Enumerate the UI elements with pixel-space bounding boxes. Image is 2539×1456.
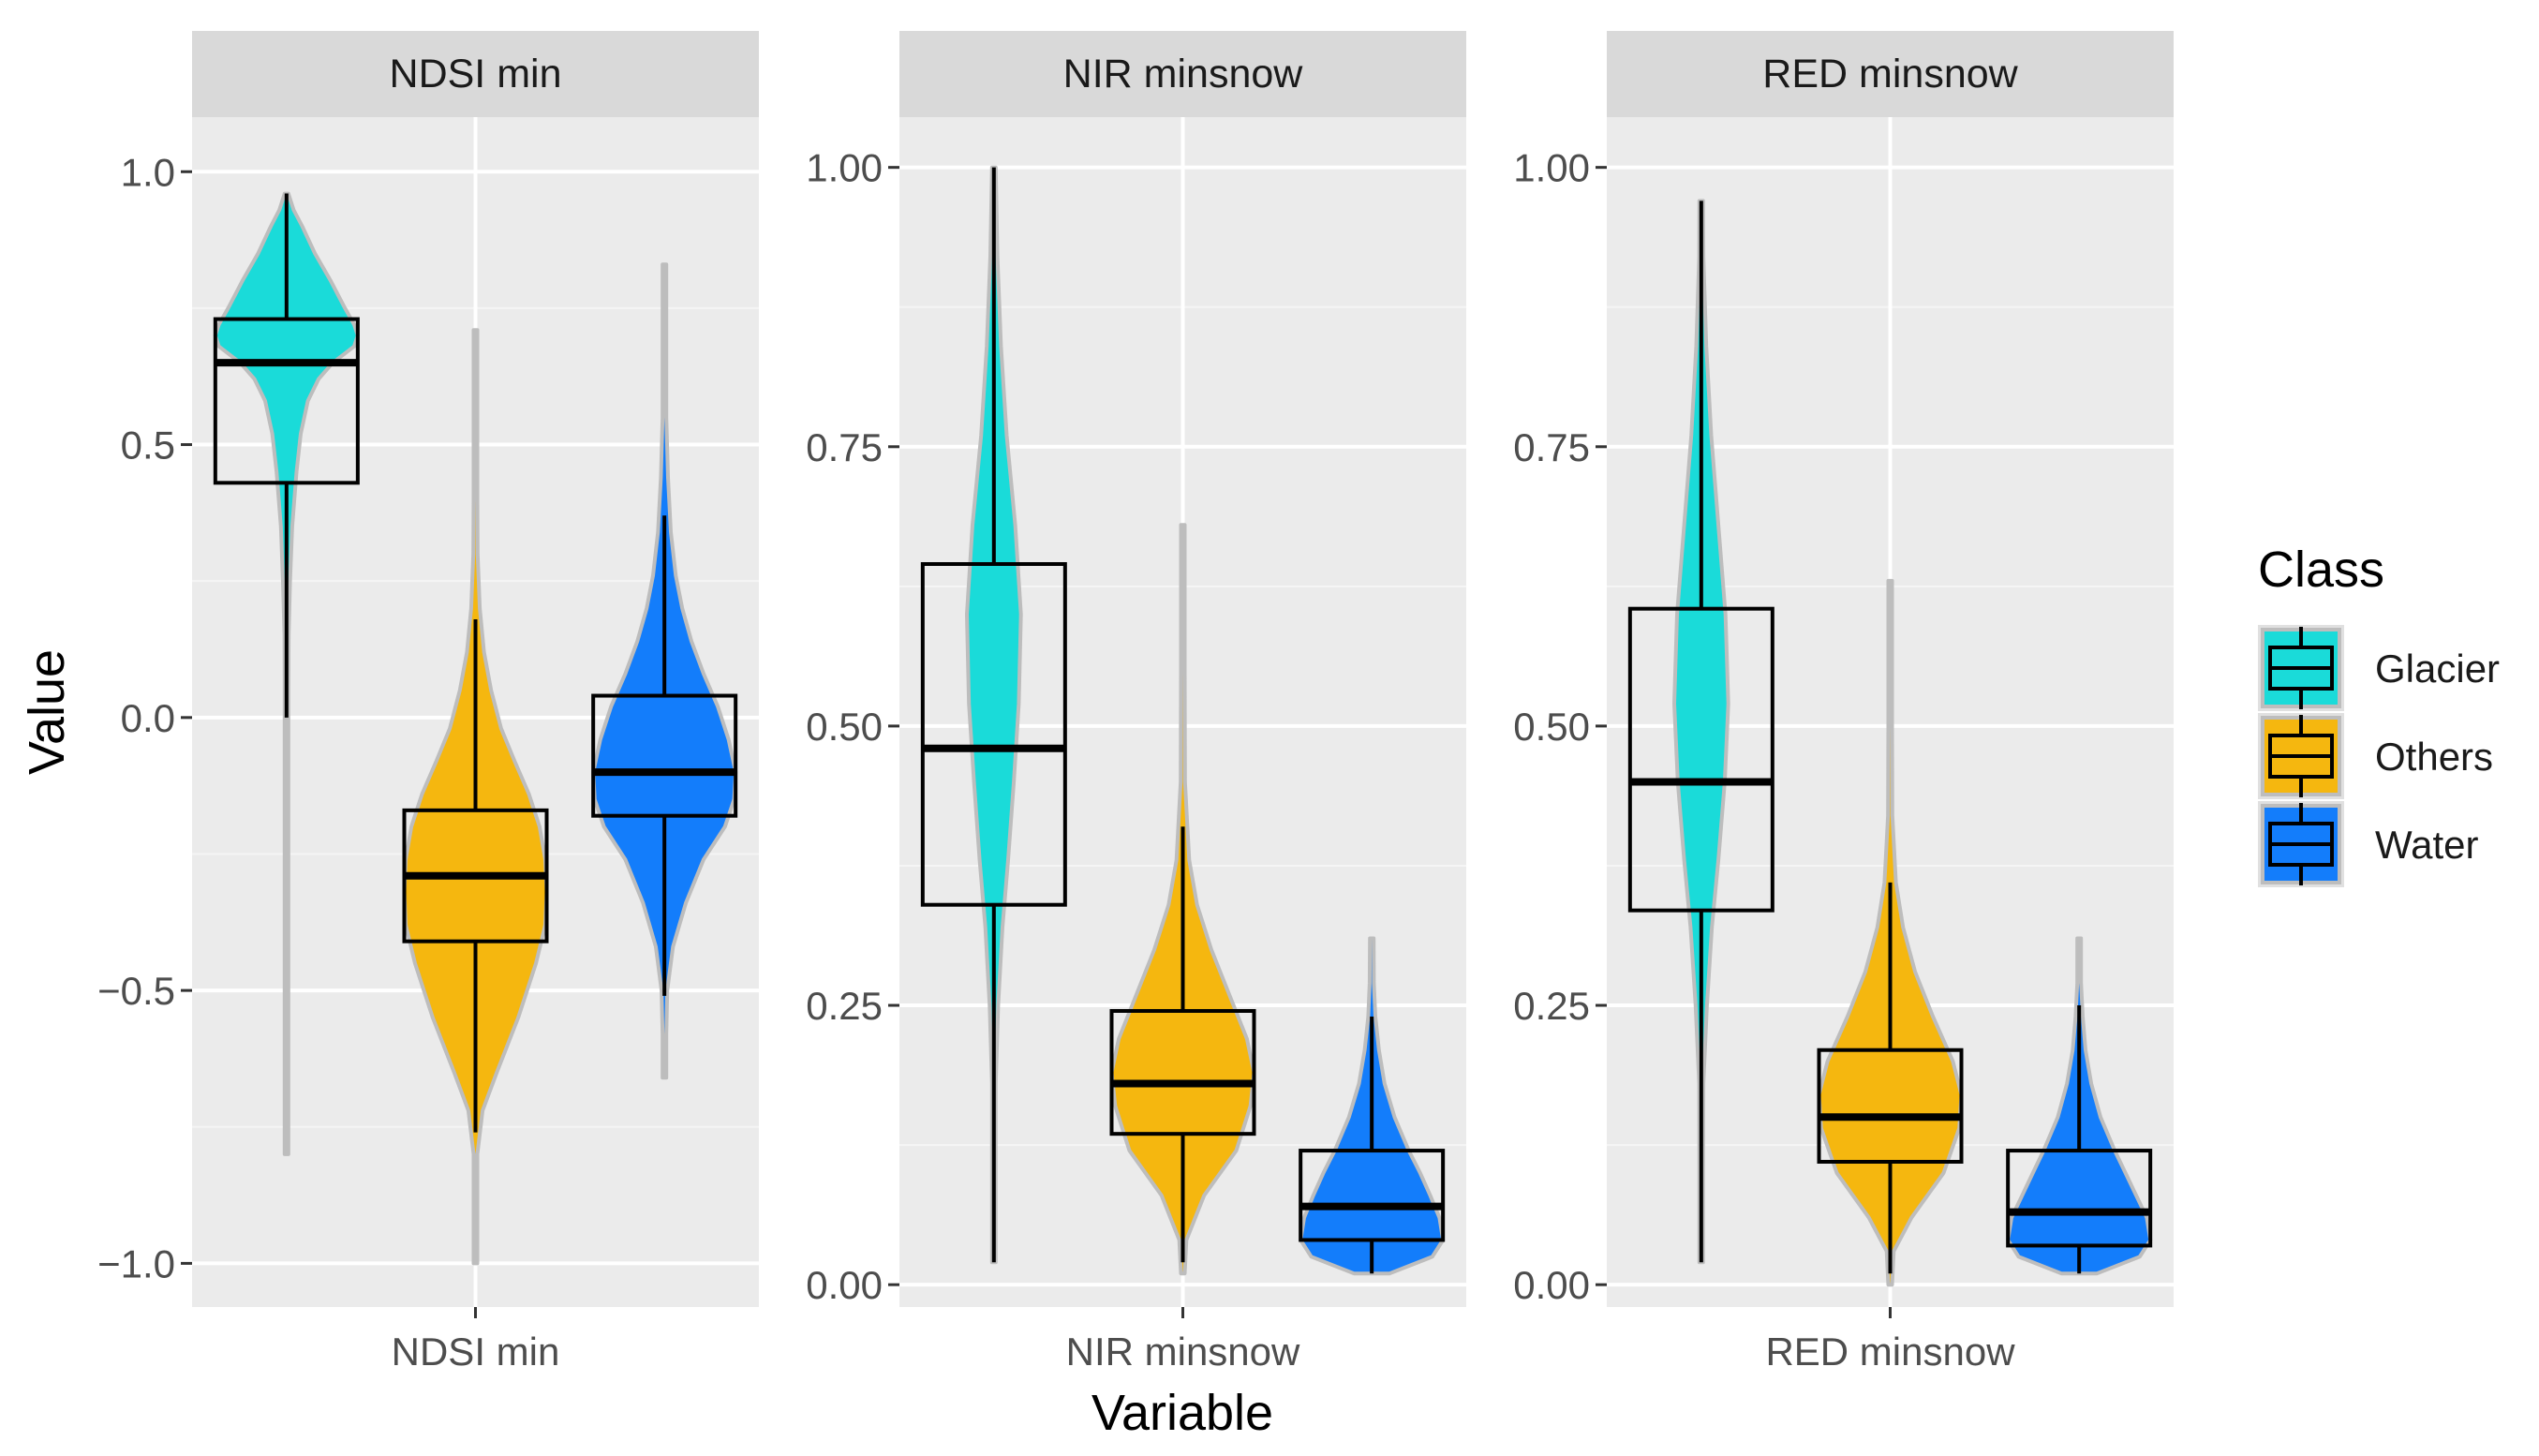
y-tick-label: 1.00	[1513, 146, 1590, 190]
series-others	[402, 328, 549, 1266]
y-axis-title: Value	[19, 649, 75, 775]
facet-strip-label: NDSI min	[390, 52, 562, 97]
facet-strip-label: NIR minsnow	[1063, 52, 1304, 97]
y-tick-label: 0.25	[806, 984, 883, 1028]
box-water	[2006, 1149, 2153, 1248]
y-tick-label: −1.0	[97, 1241, 175, 1285]
violin-glacier	[965, 165, 1023, 1265]
box-others	[1109, 1008, 1256, 1137]
box-others	[1817, 1047, 1964, 1164]
y-tick-label: 0.25	[1513, 984, 1590, 1028]
y-tick-label: 0.00	[1513, 1263, 1590, 1307]
series-glacier	[1627, 199, 1774, 1265]
box-water	[1299, 1149, 1446, 1242]
series-water	[591, 262, 738, 1080]
y-tick-label: 0.00	[806, 1263, 883, 1307]
legend: Class Glacier Others Water	[2258, 542, 2500, 887]
box-glacier	[1627, 606, 1774, 913]
box-glacier	[920, 561, 1067, 907]
series-water	[1299, 936, 1446, 1276]
facet-panels: NDSI min −1.0 −0.5 0.0 0.5 1.0 NDSI min NIR min…	[97, 31, 2174, 1374]
facet-panel-2: NIR minsnow 0.00 0.25 0.50 0.75 1.00 NIR minsn…	[806, 31, 1466, 1374]
y-tick-label: 1.0	[121, 150, 175, 194]
facet-strip	[1607, 31, 2174, 117]
legend-label: Others	[2375, 735, 2493, 779]
legend-label: Water	[2375, 823, 2478, 867]
y-tick-label: 0.75	[1513, 425, 1590, 469]
facet-strip-label: RED minsnow	[1762, 52, 2018, 97]
y-tick-label: 0.75	[806, 425, 883, 469]
series-others	[1109, 523, 1256, 1276]
legend-title: Class	[2258, 542, 2384, 598]
legend-item-glacier: Glacier	[2258, 625, 2500, 711]
x-tick-label: NIR minsnow	[1066, 1330, 1300, 1374]
x-tick-label: RED minsnow	[1765, 1330, 2015, 1374]
y-tick-label: 0.0	[121, 696, 175, 740]
y-tick-label: 0.5	[121, 423, 175, 468]
y-tick-label: −0.5	[97, 969, 175, 1013]
series-glacier	[920, 165, 1067, 1265]
series-others	[1817, 578, 1964, 1287]
violin-glacier	[1672, 199, 1730, 1265]
legend-label: Glacier	[2375, 646, 2500, 691]
legend-item-others: Others	[2258, 713, 2493, 799]
facet-strip	[899, 31, 1466, 117]
facet-panel-3: RED minsnow 0.00 0.25 0.50 0.75 1.00 RED minsn…	[1513, 31, 2174, 1374]
legend-item-water: Water	[2258, 801, 2478, 887]
x-axis-title: Variable	[1091, 1385, 1273, 1441]
box-glacier	[213, 317, 360, 485]
x-tick-label: NDSI min	[392, 1330, 560, 1374]
series-water	[2006, 936, 2153, 1276]
box-water	[591, 693, 738, 818]
y-tick-label: 0.50	[806, 705, 883, 749]
y-tick-label: 0.50	[1513, 705, 1590, 749]
facet-panel-1: NDSI min −1.0 −0.5 0.0 0.5 1.0 NDSI min	[97, 31, 759, 1374]
y-tick-label: 1.00	[806, 146, 883, 190]
facet-strip	[192, 31, 759, 117]
series-glacier	[213, 191, 360, 1156]
